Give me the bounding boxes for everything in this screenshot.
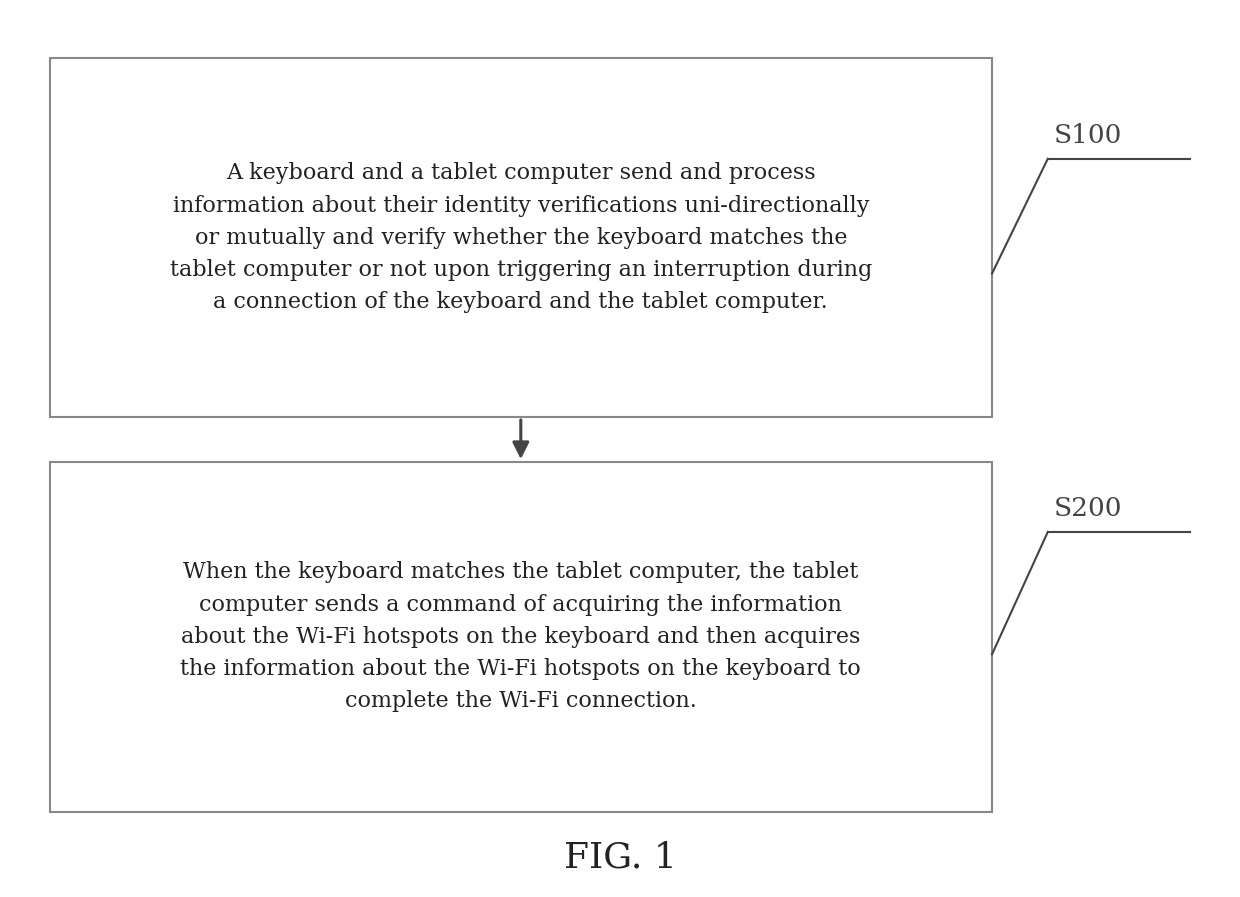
Text: S200: S200	[1054, 496, 1122, 521]
Bar	[50, 462, 992, 812]
Bar	[50, 58, 992, 417]
Text: FIG. 1: FIG. 1	[563, 840, 677, 875]
Text: S100: S100	[1054, 123, 1122, 148]
Text: When the keyboard matches the tablet computer, the tablet
computer sends a comma: When the keyboard matches the tablet com…	[181, 562, 861, 712]
Text: A keyboard and a tablet computer send and process
information about their identi: A keyboard and a tablet computer send an…	[170, 162, 872, 313]
